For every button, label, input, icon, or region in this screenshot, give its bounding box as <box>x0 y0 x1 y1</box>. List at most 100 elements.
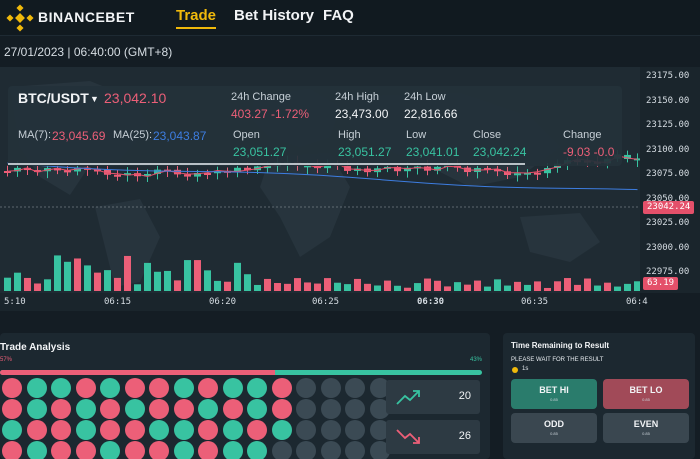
trade-result-dot <box>271 399 292 419</box>
volume-bar <box>474 280 481 291</box>
last-price-tag: 23042.24 <box>643 201 695 214</box>
open-value: 23,051.27 <box>233 145 287 159</box>
trade-result-dot <box>75 378 96 398</box>
trade-result-dot <box>271 378 292 398</box>
green-percent: 43% <box>470 357 483 363</box>
high-24h-value: 23,473.00 <box>335 107 389 121</box>
trade-result-dot <box>247 441 267 459</box>
price-axis-tick: 23000.00 <box>646 242 690 253</box>
nav-bet-history[interactable]: Bet History <box>234 7 315 24</box>
trade-result-dot <box>2 399 22 419</box>
candle <box>104 169 111 175</box>
volume-bar <box>454 282 461 291</box>
bet-hi-label: BET HI <box>539 385 569 395</box>
trade-result-dot <box>369 378 390 398</box>
bet-lo-button[interactable]: BET LO 0.85 <box>603 379 689 409</box>
trade-result-dot <box>173 420 194 440</box>
price-axis-tick: 23125.00 <box>646 120 690 130</box>
price-axis-tick: 23075.00 <box>646 169 690 179</box>
bet-even-label: EVEN <box>633 419 659 429</box>
trade-result-dot <box>320 420 341 440</box>
close-value: 23,042.24 <box>473 145 527 159</box>
symbol-selector[interactable]: BTC/USDT <box>18 90 89 106</box>
volume-bar <box>354 278 361 291</box>
volume-bar <box>14 272 21 291</box>
up-count: 20 <box>458 390 471 402</box>
candle <box>394 166 401 172</box>
open-label: Open <box>233 129 260 141</box>
candle <box>314 165 321 169</box>
trade-result-dot <box>247 378 267 398</box>
candlestick-chart <box>0 150 640 291</box>
candle <box>4 171 11 173</box>
nav-faq[interactable]: FAQ <box>323 7 354 24</box>
volume-bar <box>124 255 131 291</box>
chevron-down-icon[interactable]: ▼ <box>90 94 99 104</box>
bet-odd-button[interactable]: ODD 0.85 <box>511 413 597 443</box>
down-count: 26 <box>458 430 471 442</box>
trend-up-icon <box>396 390 420 405</box>
volume-bar <box>164 270 171 291</box>
volume-bar <box>114 277 121 291</box>
trade-result-dot <box>51 378 71 398</box>
trade-result-dot <box>247 420 267 440</box>
trade-result-dot <box>2 378 22 398</box>
candle <box>454 164 461 168</box>
trade-result-dot <box>296 378 316 398</box>
trade-result-dot <box>222 420 243 440</box>
nav-trade[interactable]: Trade <box>176 7 217 29</box>
wait-message: PLEASE WAIT FOR THE RESULT <box>511 357 604 363</box>
bet-hi-button[interactable]: BET HI 0.85 <box>511 379 597 409</box>
candle <box>194 172 201 177</box>
timer-icon <box>512 367 518 373</box>
volume-bar <box>514 281 521 291</box>
ma25-label: MA(25): <box>113 129 153 141</box>
candle <box>114 174 121 177</box>
volume-bar <box>204 270 211 291</box>
trade-result-dot <box>345 399 365 419</box>
time-axis-tick: 06:15 <box>104 297 132 307</box>
volume-bar <box>94 272 101 291</box>
trade-result-dot <box>271 441 292 459</box>
volume-bar <box>274 283 281 291</box>
high-value: 23,051.27 <box>338 145 392 159</box>
trade-result-dot <box>124 441 145 459</box>
candle <box>204 172 211 175</box>
volume-bar <box>614 286 621 291</box>
brand-name: BINANCEBET <box>38 9 135 25</box>
time-axis-tick: 5:10 <box>4 297 26 307</box>
volume-bar <box>54 255 61 291</box>
volume-bar <box>44 279 51 291</box>
candle <box>324 163 331 169</box>
up-count-card: 20 <box>386 380 480 414</box>
trade-result-dot <box>124 378 145 398</box>
bet-odd-odds: 0.85 <box>550 431 558 436</box>
trade-result-dot <box>51 399 71 419</box>
candle <box>514 173 521 176</box>
volume-bar <box>64 261 71 291</box>
volume-bar <box>464 284 471 291</box>
volume-bar <box>364 283 371 291</box>
bet-even-odds: 0.85 <box>642 431 650 436</box>
trade-result-dot <box>2 441 22 459</box>
time-axis-tick: 06:35 <box>521 297 549 307</box>
sentiment-bar <box>0 370 482 375</box>
volume-bar <box>144 262 151 291</box>
time-axis-tick: 06:4 <box>626 297 648 307</box>
trade-result-dot <box>100 378 120 398</box>
volume-bar <box>494 279 501 291</box>
trade-result-dot <box>369 420 390 440</box>
volume-bar <box>74 258 81 291</box>
trade-result-dot <box>320 399 341 419</box>
trade-result-dot <box>26 420 47 440</box>
volume-bar <box>594 285 601 291</box>
high-24h-label: 24h High <box>335 91 380 103</box>
bet-even-button[interactable]: EVEN 0.85 <box>603 413 689 443</box>
volume-bar <box>374 285 381 291</box>
volume-bar <box>254 284 261 291</box>
candle <box>544 167 551 174</box>
trade-result-dot <box>198 378 218 398</box>
trade-result-dot <box>369 441 390 459</box>
price-axis-tick: 23050.00 <box>646 193 690 204</box>
candle <box>494 168 501 172</box>
